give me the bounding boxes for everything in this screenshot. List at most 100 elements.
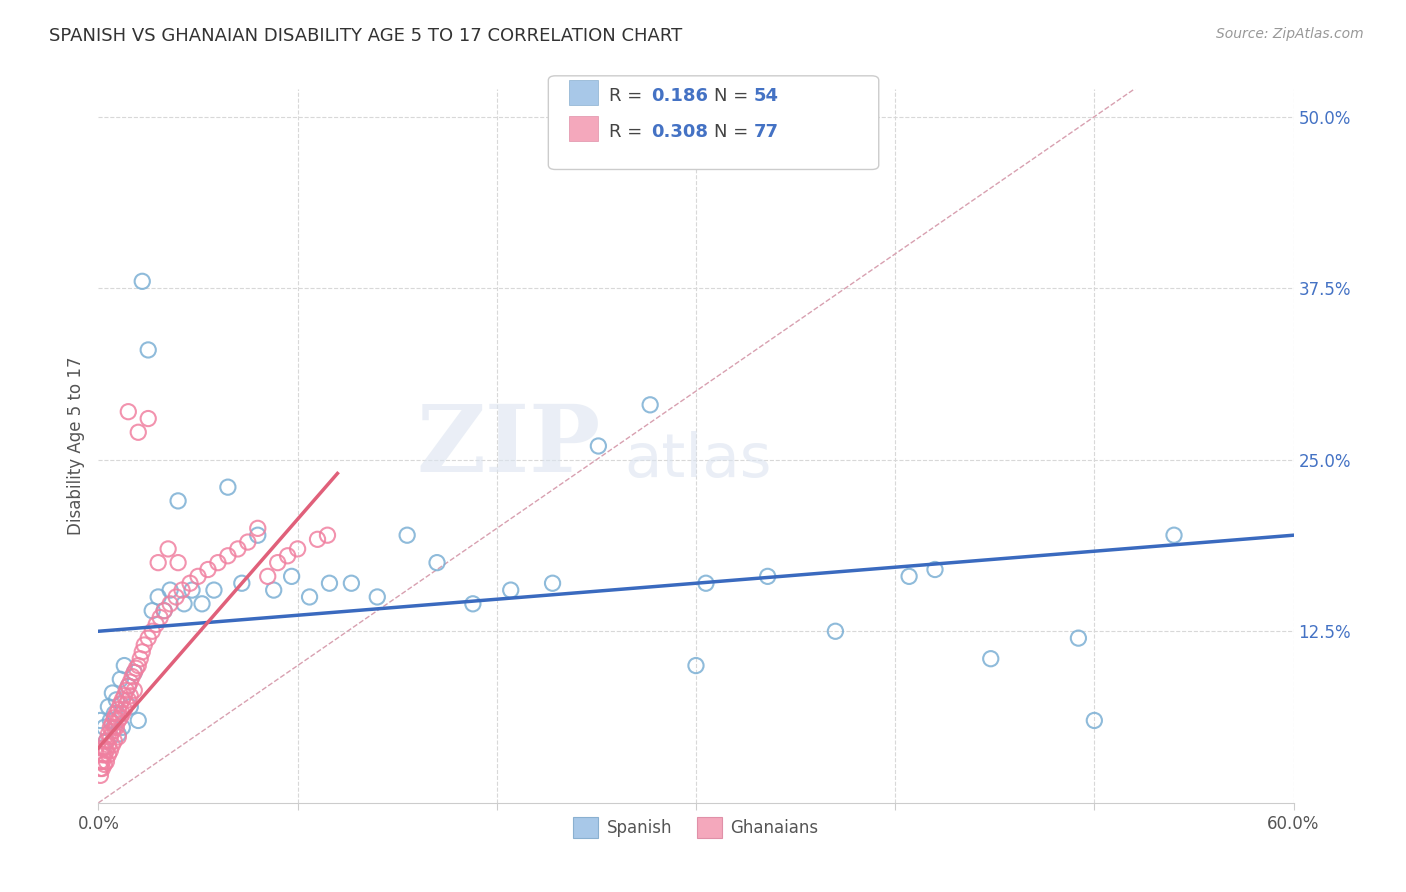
Point <box>246 521 269 535</box>
Text: SPANISH VS GHANAIAN DISABILITY AGE 5 TO 17 CORRELATION CHART: SPANISH VS GHANAIAN DISABILITY AGE 5 TO … <box>49 27 682 45</box>
Point <box>167 494 190 508</box>
Text: atlas: atlas <box>624 431 772 490</box>
Text: 0.186: 0.186 <box>651 87 709 105</box>
Point <box>93 747 115 762</box>
Point <box>131 274 153 288</box>
Point <box>124 665 146 680</box>
Point <box>167 556 190 570</box>
Point <box>153 604 176 618</box>
Point <box>120 689 142 703</box>
Point <box>756 569 779 583</box>
Point <box>107 727 129 741</box>
Point <box>103 706 125 721</box>
Text: N =: N = <box>714 123 754 141</box>
Text: ZIP: ZIP <box>416 401 600 491</box>
Point <box>153 604 176 618</box>
Point <box>101 686 124 700</box>
Point <box>173 597 195 611</box>
Point <box>89 768 111 782</box>
Point <box>96 744 118 758</box>
Point <box>111 706 134 721</box>
Point <box>97 699 120 714</box>
Point <box>121 669 143 683</box>
Point <box>117 679 139 693</box>
Point <box>97 738 120 752</box>
Point <box>96 734 118 748</box>
Point <box>134 638 156 652</box>
Point <box>110 697 132 711</box>
Point <box>131 645 153 659</box>
Point <box>217 549 239 563</box>
Point <box>638 398 661 412</box>
Text: 0.308: 0.308 <box>651 123 709 141</box>
Point <box>117 405 139 419</box>
Point <box>366 590 388 604</box>
Point <box>263 583 285 598</box>
Point <box>256 569 278 583</box>
Point <box>236 535 259 549</box>
Point <box>120 675 142 690</box>
Point <box>105 706 128 721</box>
Point <box>127 658 149 673</box>
Point <box>136 343 159 357</box>
Point <box>127 425 149 440</box>
Point <box>103 720 125 734</box>
Point <box>89 762 111 776</box>
Point <box>117 679 139 693</box>
Point <box>226 541 249 556</box>
Point <box>89 714 111 728</box>
Point <box>145 617 167 632</box>
Point <box>426 556 449 570</box>
Point <box>267 556 290 570</box>
Point <box>101 724 124 739</box>
Point <box>172 583 194 598</box>
Point <box>129 651 152 665</box>
Point <box>127 714 149 728</box>
Point <box>110 673 132 687</box>
Text: R =: R = <box>609 87 648 105</box>
Point <box>89 755 111 769</box>
Point <box>148 590 170 604</box>
Legend: Spanish, Ghanaians: Spanish, Ghanaians <box>567 811 825 845</box>
Point <box>246 528 269 542</box>
Point <box>499 583 522 598</box>
Point <box>980 651 1002 665</box>
Point <box>541 576 564 591</box>
Point <box>91 747 114 762</box>
Point <box>695 576 717 591</box>
Point <box>316 528 339 542</box>
Text: Source: ZipAtlas.com: Source: ZipAtlas.com <box>1216 27 1364 41</box>
Point <box>124 665 146 680</box>
Point <box>149 610 172 624</box>
Point <box>98 744 122 758</box>
Point <box>107 730 129 744</box>
Point <box>107 702 129 716</box>
Text: R =: R = <box>609 123 648 141</box>
Point <box>202 583 225 598</box>
Point <box>97 727 120 741</box>
Point <box>1067 631 1090 645</box>
Point <box>141 624 163 639</box>
Point <box>898 569 921 583</box>
Point <box>287 541 309 556</box>
Point <box>165 590 187 604</box>
Point <box>112 689 135 703</box>
Text: N =: N = <box>714 87 754 105</box>
Point <box>105 720 128 734</box>
Point <box>824 624 846 639</box>
Point <box>93 740 115 755</box>
Point <box>105 693 128 707</box>
Text: 77: 77 <box>754 123 779 141</box>
Text: 54: 54 <box>754 87 779 105</box>
Point <box>318 576 340 591</box>
Point <box>96 755 118 769</box>
Point <box>187 569 209 583</box>
Point <box>159 597 181 611</box>
Point <box>1083 714 1105 728</box>
Point <box>685 658 707 673</box>
Point <box>924 562 946 576</box>
Point <box>115 697 138 711</box>
Point <box>157 541 180 556</box>
Point <box>277 549 299 563</box>
Point <box>136 411 159 425</box>
